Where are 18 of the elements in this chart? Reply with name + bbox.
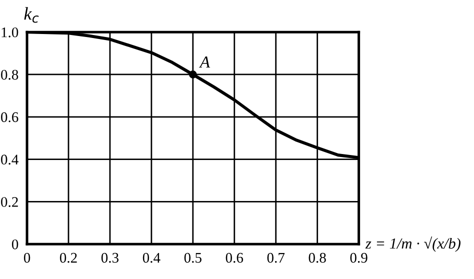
x-tick-label: 0.4 (142, 252, 160, 263)
annotation: A (198, 56, 210, 68)
y-tick-label: 0.2 (1, 197, 18, 207)
x-tick-label: 0.6 (226, 252, 244, 263)
y-axis-title: k$_{c}$ (24, 7, 39, 23)
y-tick-label: 0.8 (1, 70, 18, 80)
x-tick-label: 0.8 (308, 252, 326, 263)
y-tick-label: 0 (12, 239, 18, 250)
x-axis-title: z = 1/m · √(x/b) (365, 236, 460, 252)
y-tick-label: 1.0 (2, 27, 18, 38)
x-tick-label: 0.3 (101, 252, 119, 263)
x-tick-label: 0 (24, 252, 30, 263)
x-tick-label: 0.2 (60, 252, 77, 263)
x-tick-label: 0.5 (184, 252, 202, 263)
x-tick-label: 0.7 (267, 252, 285, 263)
x-tick-label: 0.9 (350, 252, 368, 263)
y-tick-label: 0.6 (1, 112, 18, 122)
y-tick-label: 0.4 (1, 154, 18, 165)
